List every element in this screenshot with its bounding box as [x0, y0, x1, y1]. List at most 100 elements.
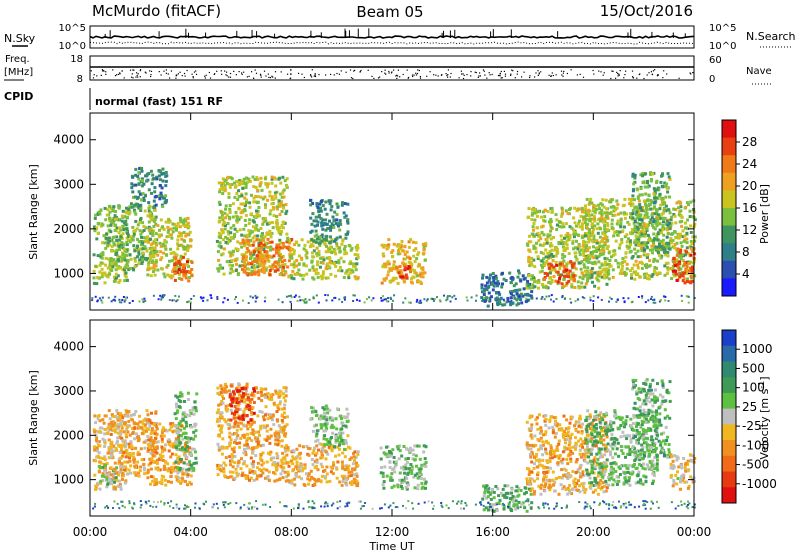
- nave-point: [334, 74, 335, 75]
- echo-cell: [683, 240, 686, 243]
- colorbar-swatch: [722, 138, 736, 156]
- echo-cell: [543, 242, 546, 245]
- nave-point: [505, 76, 506, 77]
- near-range-cell: [331, 299, 333, 301]
- echo-cell: [587, 235, 590, 238]
- nave-point: [612, 71, 613, 72]
- nave-point: [447, 77, 448, 78]
- echo-cell: [546, 242, 549, 245]
- echo-cell: [261, 472, 264, 475]
- near-range-cell: [645, 301, 647, 303]
- echo-cell: [267, 246, 270, 249]
- echo-cell: [290, 277, 293, 280]
- nave-point: [666, 73, 667, 74]
- echo-cell: [606, 247, 609, 250]
- echo-cell: [600, 216, 603, 219]
- echo-cell: [152, 255, 155, 258]
- echo-cell: [650, 245, 653, 248]
- echo-cell: [649, 208, 652, 211]
- echo-cell: [575, 240, 578, 243]
- nave-point: [517, 71, 518, 72]
- echo-cell: [381, 282, 384, 285]
- nave-point: [145, 72, 146, 73]
- echo-cell: [127, 259, 130, 262]
- echo-cell: [169, 475, 172, 478]
- echo-cell: [274, 178, 277, 181]
- echo-cell: [656, 188, 659, 191]
- near-range-cell: [544, 298, 546, 300]
- echo-cell: [132, 458, 135, 461]
- near-range-cell: [553, 301, 555, 303]
- echo-cell: [591, 226, 594, 229]
- echo-cell: [240, 467, 243, 470]
- echo-cell: [246, 383, 249, 386]
- echo-cell: [119, 451, 122, 454]
- echo-cell: [249, 206, 252, 209]
- echo-cell: [161, 431, 164, 434]
- echo-cell: [319, 266, 322, 269]
- echo-cell: [561, 207, 564, 210]
- echo-cell: [547, 210, 550, 213]
- echo-cell: [151, 234, 154, 237]
- near-range-cell: [592, 300, 594, 302]
- near-range-cell: [660, 299, 662, 301]
- echo-cell: [647, 216, 650, 219]
- echo-cell: [638, 200, 641, 203]
- echo-cell: [636, 240, 639, 243]
- echo-cell: [574, 255, 577, 258]
- echo-cell: [337, 259, 340, 262]
- echo-cell: [548, 267, 551, 270]
- near-range-cell: [91, 299, 93, 301]
- echo-cell: [224, 208, 227, 211]
- echo-cell: [165, 174, 168, 177]
- echo-cell: [492, 272, 495, 275]
- echo-cell: [171, 453, 174, 456]
- echo-cell: [673, 257, 676, 260]
- echo-cell: [244, 209, 247, 212]
- echo-cell: [655, 196, 658, 199]
- echo-cell: [158, 229, 161, 232]
- echo-cell: [585, 271, 588, 274]
- echo-cell: [674, 221, 677, 224]
- echo-cell: [128, 253, 131, 256]
- echo-cell: [287, 275, 290, 278]
- echo-cell: [305, 273, 308, 276]
- colorbar-swatch: [722, 243, 736, 261]
- echo-cell: [397, 252, 400, 255]
- near-range-cell: [681, 295, 683, 297]
- noise-traces: [90, 28, 694, 44]
- echo-cell: [606, 222, 609, 225]
- echo-cell: [218, 181, 221, 184]
- nave-point: [625, 71, 626, 72]
- echo-cell: [271, 221, 274, 224]
- echo-cell: [551, 244, 554, 247]
- echo-cell: [556, 224, 559, 227]
- echo-cell: [572, 274, 575, 277]
- echo-cell: [106, 432, 109, 435]
- nave-point: [290, 69, 291, 70]
- echo-cell: [165, 200, 168, 203]
- near-range-cell: [264, 300, 266, 302]
- echo-cell: [304, 244, 307, 247]
- echo-cell: [611, 223, 614, 226]
- nave-point: [352, 78, 353, 79]
- echo-cell: [611, 198, 614, 201]
- echo-cell: [106, 214, 109, 217]
- echo-cell: [391, 249, 394, 252]
- echo-cell: [662, 212, 665, 215]
- nave-point: [105, 74, 106, 75]
- echo-cell: [101, 257, 104, 260]
- echo-cell: [121, 258, 124, 261]
- near-range-cell: [651, 296, 653, 298]
- echo-cell: [667, 262, 670, 265]
- nave-point: [291, 74, 292, 75]
- echo-cell: [115, 442, 118, 445]
- echo-cell: [262, 239, 265, 242]
- echo-cell: [133, 249, 136, 252]
- echo-cell: [243, 260, 246, 263]
- echo-cell: [104, 241, 107, 244]
- echo-cell: [160, 435, 163, 438]
- echo-cell: [540, 251, 543, 254]
- echo-cell: [232, 224, 235, 227]
- echo-cell: [295, 241, 298, 244]
